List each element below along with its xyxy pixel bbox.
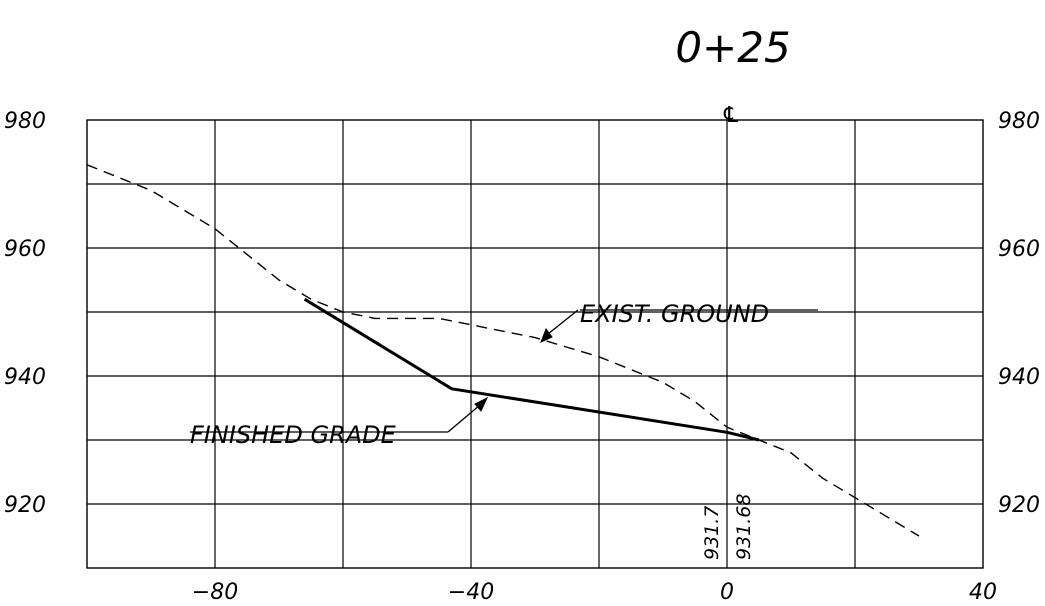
exist-ground-leader <box>547 309 579 335</box>
y-axis-left-labels: 980 960 940 920 <box>4 109 46 518</box>
x-axis-labels: −80 −40 0 40 <box>192 580 997 605</box>
finished-grade-label: FINISHED GRADE <box>190 421 397 449</box>
x-tick-label: −40 <box>448 580 494 601</box>
annotation-leaders <box>190 309 818 433</box>
finished-grade-leader <box>447 404 481 433</box>
plot-frame <box>86 119 984 569</box>
x-tick-label: 40 <box>969 580 997 601</box>
exist-ground-arrowhead <box>540 327 553 343</box>
horizontal-gridlines <box>87 183 983 505</box>
existing-ground-line <box>86 164 920 537</box>
y-tick-label-right: 980 <box>998 109 1040 134</box>
y-tick-label-left: 940 <box>4 365 46 390</box>
series-layer <box>86 164 920 537</box>
y-tick-label-left: 980 <box>4 109 46 134</box>
finished-grade-arrowhead <box>474 396 489 412</box>
y-tick-label-left: 960 <box>4 237 46 262</box>
y-tick-label-right: 940 <box>998 365 1040 390</box>
elevation-label-existing: 931.68 <box>733 494 755 560</box>
vertical-gridlines <box>214 120 856 568</box>
centerline-symbol: ℄ <box>721 103 741 128</box>
elevation-label-finished: 931.7 <box>701 506 723 560</box>
y-tick-label-right: 920 <box>998 493 1040 518</box>
y-axis-right-labels: 980 960 940 920 <box>998 109 1040 518</box>
y-tick-label-right: 960 <box>998 237 1040 262</box>
x-tick-label: −80 <box>192 580 238 601</box>
finished-grade-line <box>303 297 760 442</box>
exist-ground-label: EXIST. GROUND <box>580 300 769 328</box>
x-tick-label: 0 <box>720 580 734 601</box>
y-tick-label-left: 920 <box>4 493 46 518</box>
section-title: 0+25 <box>675 23 790 72</box>
